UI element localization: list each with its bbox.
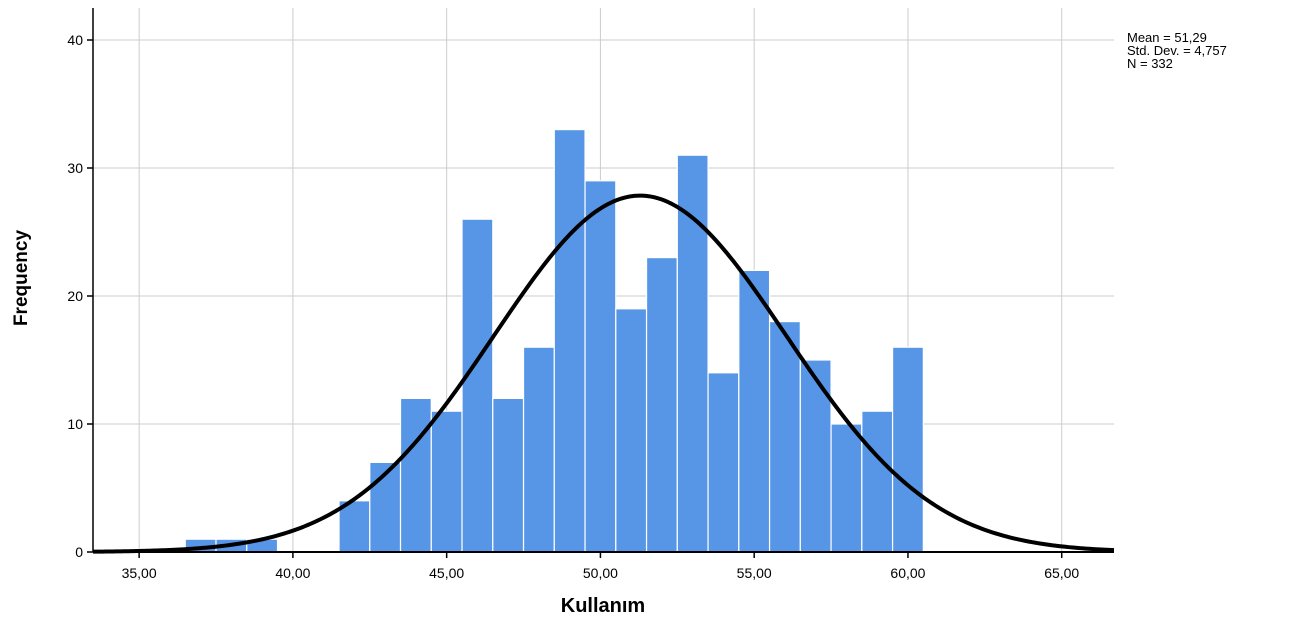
histogram-bar	[430, 410, 463, 553]
histogram-bar	[861, 410, 894, 553]
histogram-bar	[891, 346, 924, 553]
stat-std-dev: Std. Dev. = 4,757	[1127, 43, 1227, 58]
x-tick-label: 60,00	[890, 565, 925, 581]
histogram-bar	[707, 372, 740, 553]
y-tick-labels: 0 10 20 30 40	[67, 32, 93, 560]
axes	[92, 8, 1114, 553]
x-tick-labels: 35,00 40,00 45,00 50,00 55,00 60,00 65,00	[122, 552, 1079, 581]
histogram-bar	[768, 321, 801, 553]
stats-annotation: Mean = 51,29 Std. Dev. = 4,757 N = 332	[1127, 30, 1227, 71]
histogram-bar	[461, 218, 494, 553]
y-axis-title: Frequency	[11, 230, 32, 327]
y-tick-label: 30	[67, 160, 83, 176]
histogram-bar	[399, 397, 432, 553]
normal-curve-layer	[92, 193, 1115, 554]
y-tick-label: 0	[75, 544, 83, 560]
histogram-bar	[584, 180, 617, 553]
x-tick-label: 35,00	[122, 565, 157, 581]
x-tick-label: 40,00	[275, 565, 310, 581]
histogram-bar	[738, 269, 771, 553]
y-tick-label: 40	[67, 32, 83, 48]
x-tick-label: 55,00	[737, 565, 772, 581]
x-tick-label: 65,00	[1044, 565, 1079, 581]
histogram-bar	[645, 257, 678, 553]
x-tick-label: 50,00	[583, 565, 618, 581]
y-tick-label: 10	[67, 416, 83, 432]
histogram-bar	[369, 461, 402, 553]
histogram-bar	[492, 397, 525, 553]
stat-mean: Mean = 51,29	[1127, 30, 1207, 45]
y-tick-label: 20	[67, 288, 83, 304]
histogram-bar	[676, 154, 709, 553]
histogram-bar	[615, 308, 648, 553]
histogram-bar	[522, 346, 555, 553]
normal-curve	[92, 193, 1115, 554]
histogram-bar	[799, 359, 832, 553]
stat-n: N = 332	[1127, 56, 1173, 71]
x-tick-label: 45,00	[429, 565, 464, 581]
x-axis-title: Kullanım	[561, 595, 645, 617]
histogram-bar	[553, 129, 586, 553]
histogram-bar	[830, 423, 863, 553]
histogram-bars	[184, 129, 924, 553]
